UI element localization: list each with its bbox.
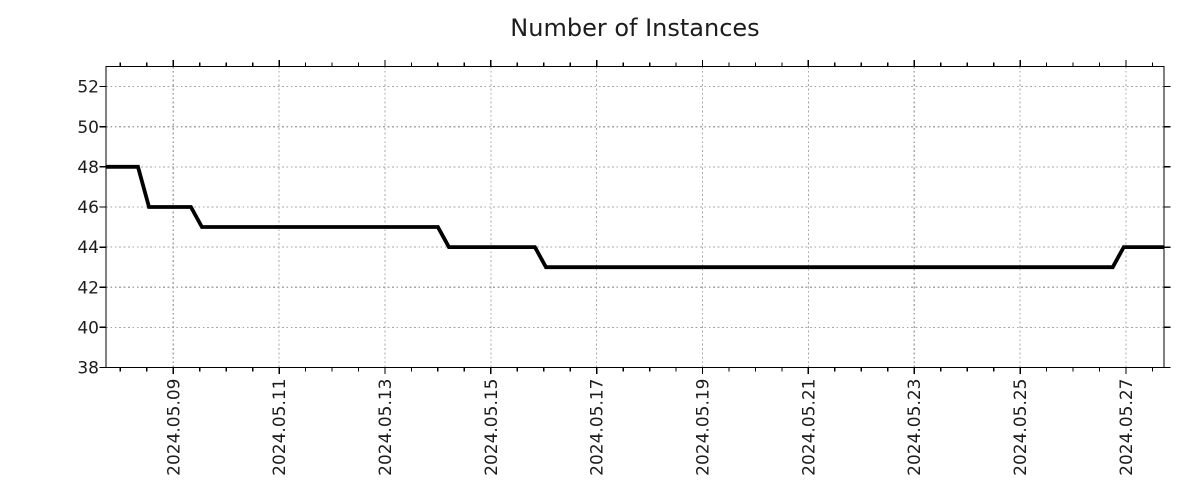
x-tick-label: 2024.05.15 bbox=[482, 379, 502, 476]
y-tick-label: 38 bbox=[77, 359, 99, 379]
y-tick-label: 48 bbox=[77, 158, 99, 178]
x-tick-label: 2024.05.23 bbox=[905, 379, 925, 476]
x-tick-label: 2024.05.13 bbox=[376, 379, 396, 476]
y-tick-label: 40 bbox=[77, 318, 99, 338]
x-tick-label: 2024.05.25 bbox=[1011, 379, 1031, 476]
y-tick-label: 42 bbox=[77, 278, 99, 298]
x-tick-label: 2024.05.09 bbox=[164, 379, 184, 476]
x-tick-label: 2024.05.19 bbox=[694, 379, 714, 476]
x-tick-label: 2024.05.17 bbox=[588, 379, 608, 476]
y-tick-label: 52 bbox=[77, 78, 99, 98]
x-tick-label: 2024.05.21 bbox=[799, 379, 819, 476]
series-line bbox=[106, 164, 1164, 270]
x-tick-label: 2024.05.11 bbox=[270, 379, 290, 476]
y-tick-label: 44 bbox=[77, 238, 99, 258]
y-tick-label: 46 bbox=[77, 198, 99, 218]
y-tick-label: 50 bbox=[77, 118, 99, 138]
x-tick-label: 2024.05.27 bbox=[1117, 379, 1137, 476]
chart-title: Number of Instances bbox=[510, 14, 760, 42]
plot-border bbox=[105, 65, 1165, 369]
